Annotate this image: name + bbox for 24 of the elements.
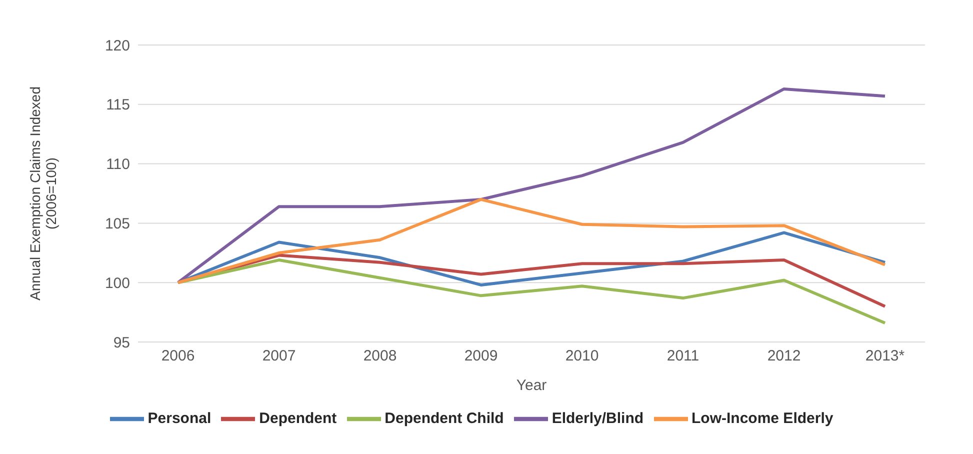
y-tick-label: 100	[104, 274, 130, 292]
legend-label: Elderly/Blind	[552, 410, 644, 427]
y-axis-title: Annual Exemption Claims Indexed (2006=100)	[27, 86, 59, 301]
x-tick-label: 2013*	[865, 348, 905, 365]
x-tick-label: 2012	[767, 348, 801, 365]
y-tick-label: 115	[106, 96, 130, 114]
legend-label: Personal	[148, 410, 212, 427]
x-axis-title: Year	[516, 377, 547, 394]
x-tick-label: 2011	[666, 348, 700, 365]
line-series	[176, 198, 886, 284]
legend-label: Dependent Child	[384, 410, 504, 427]
x-tick-label: 2006	[161, 348, 195, 365]
legend-label: Low-Income Elderly	[692, 410, 834, 427]
x-tick-label: 2008	[363, 348, 397, 365]
line-series	[176, 258, 886, 324]
x-tick-label: 2009	[464, 348, 498, 365]
y-tick-label: 120	[104, 37, 130, 54]
y-tick-label: 110	[106, 156, 130, 174]
legend-label: Dependent	[259, 410, 337, 427]
y-tick-label: 105	[104, 216, 130, 233]
x-tick-label: 2007	[262, 348, 296, 365]
line-series	[176, 87, 886, 284]
y-tick-label: 95	[113, 334, 130, 352]
x-tick-label: 2010	[565, 348, 599, 365]
